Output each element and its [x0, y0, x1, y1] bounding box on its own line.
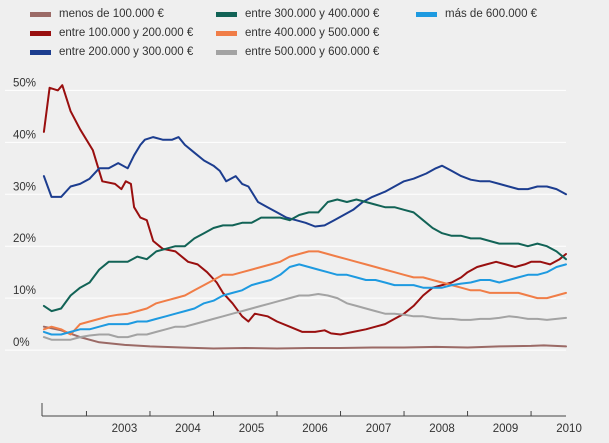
x-tick-label: 2005: [239, 423, 265, 435]
x-tick-label: 2010: [556, 423, 582, 435]
x-tick-label: 2008: [429, 423, 455, 435]
series-line: [42, 84, 567, 336]
x-tick-label: 2003: [112, 423, 138, 435]
plot-background: [0, 80, 609, 443]
x-tick-label: 2007: [366, 423, 392, 435]
legend-label: más de 600.000 €: [445, 8, 538, 20]
legend-item: menos de 100.000 €: [30, 8, 164, 20]
y-tick-label: 0%: [13, 337, 30, 349]
legend-item: entre 400.000 y 500.000 €: [216, 27, 379, 39]
legend-item: entre 200.000 y 300.000 €: [30, 46, 193, 58]
y-tick-label: 50%: [13, 77, 36, 89]
series-line: [42, 198, 567, 313]
legend-swatch: [216, 30, 237, 36]
legend-item: más de 600.000 €: [416, 8, 537, 20]
y-tick-label: 10%: [13, 285, 36, 297]
legend-swatch: [216, 11, 237, 17]
y-tick-label: 40%: [13, 129, 36, 141]
legend-swatch: [30, 11, 51, 17]
series-line: [42, 263, 567, 336]
grid: 0% 10% 20% 30% 40% 50%: [5, 77, 566, 351]
x-axis: 2003 2004 2005 2006 2007 2008 2009 2010: [41, 403, 582, 435]
legend-label: entre 500.000 y 600.000 €: [245, 46, 380, 58]
legend-label: menos de 100.000 €: [59, 8, 164, 20]
x-tick-label: 2004: [175, 423, 201, 435]
legend-swatch: [30, 49, 51, 55]
legend-label: entre 400.000 y 500.000 €: [245, 27, 380, 39]
legend: menos de 100.000 € entre 100.000 y 200.0…: [0, 0, 609, 80]
x-tick-label: 2006: [302, 423, 328, 435]
x-tick-label: 2009: [493, 423, 519, 435]
series-line: [42, 250, 567, 336]
y-tick-label: 30%: [13, 181, 36, 193]
legend-swatch: [416, 11, 437, 17]
series-line: [42, 293, 567, 341]
legend-swatch: [30, 30, 51, 36]
y-tick-label: 20%: [13, 233, 36, 245]
legend-item: entre 300.000 y 400.000 €: [216, 8, 379, 20]
series-line: [42, 325, 567, 350]
legend-label: entre 200.000 y 300.000 €: [59, 46, 194, 58]
legend-item: entre 500.000 y 600.000 €: [216, 46, 379, 58]
legend-label: entre 100.000 y 200.000 €: [59, 27, 194, 39]
series-line: [42, 136, 567, 228]
legend-swatch: [216, 49, 237, 55]
legend-label: entre 300.000 y 400.000 €: [245, 8, 380, 20]
series-group: [42, 84, 567, 350]
legend-item: entre 100.000 y 200.000 €: [30, 27, 193, 39]
